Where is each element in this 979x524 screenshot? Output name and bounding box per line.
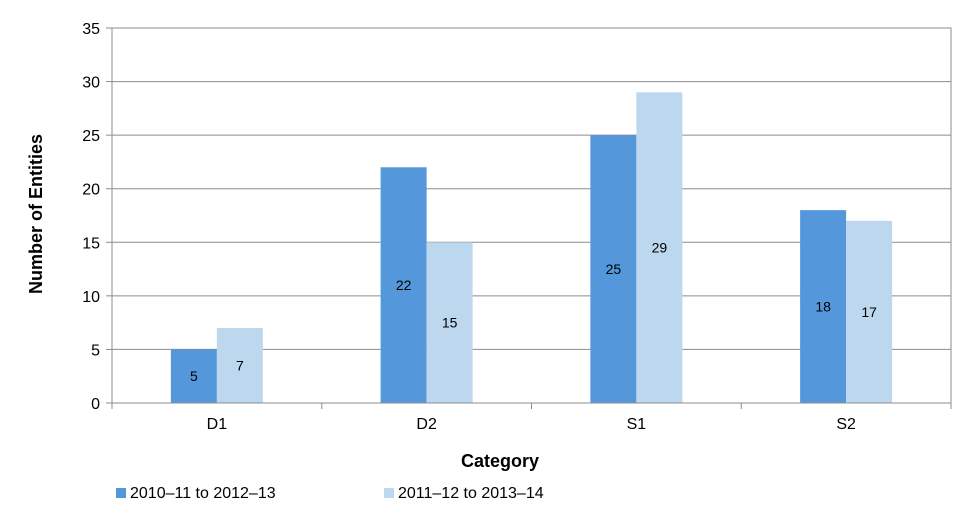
labels: 0 5 10 15 20 25 30 35 5 7 D1 22 15 D2 25 29 S1 18 17 S2 <box>82 21 877 433</box>
bar-d2-series-2 <box>426 242 473 403</box>
data-label: 15 <box>442 315 458 331</box>
data-label: 5 <box>190 368 198 384</box>
bar-s2-series-2 <box>846 220 893 403</box>
y-tick-label: 25 <box>82 128 100 145</box>
legend-label: 2011–12 to 2013–14 <box>398 485 544 502</box>
bar-s1-series-2 <box>636 92 683 404</box>
bar-d1-series-1 <box>170 349 217 403</box>
y-tick-label: 5 <box>91 342 100 359</box>
bar-d1-series-2 <box>216 328 263 403</box>
y-tick-label: 15 <box>82 235 100 252</box>
legend-swatch <box>116 488 126 498</box>
bars <box>170 92 893 404</box>
x-tick-label: S2 <box>836 416 856 433</box>
data-label: 7 <box>236 358 244 374</box>
y-tick-label: 10 <box>82 289 100 306</box>
legend: 2010–11 to 2012–13 2011–12 to 2013–14 <box>116 485 544 502</box>
data-label: 22 <box>396 277 412 293</box>
y-tick-label: 30 <box>82 75 100 92</box>
x-tick-label: D2 <box>416 416 437 433</box>
bar-s2-series-1 <box>800 210 847 403</box>
y-tick-label: 0 <box>91 396 100 413</box>
data-label: 17 <box>861 304 877 320</box>
y-tick-label: 20 <box>82 182 100 199</box>
data-label: 18 <box>815 299 831 315</box>
bar-s1-series-1 <box>590 135 637 403</box>
axes <box>106 27 952 409</box>
legend-swatch <box>384 488 394 498</box>
x-tick-label: D1 <box>207 416 228 433</box>
data-label: 25 <box>606 261 622 277</box>
legend-label: 2010–11 to 2012–13 <box>130 485 276 502</box>
data-label: 29 <box>652 240 668 256</box>
x-tick-label: S1 <box>627 416 647 433</box>
y-tick-label: 35 <box>82 21 100 38</box>
bar-d2-series-1 <box>380 167 427 403</box>
x-axis-title: Category <box>461 451 539 471</box>
y-axis-title: Number of Entities <box>26 134 46 294</box>
